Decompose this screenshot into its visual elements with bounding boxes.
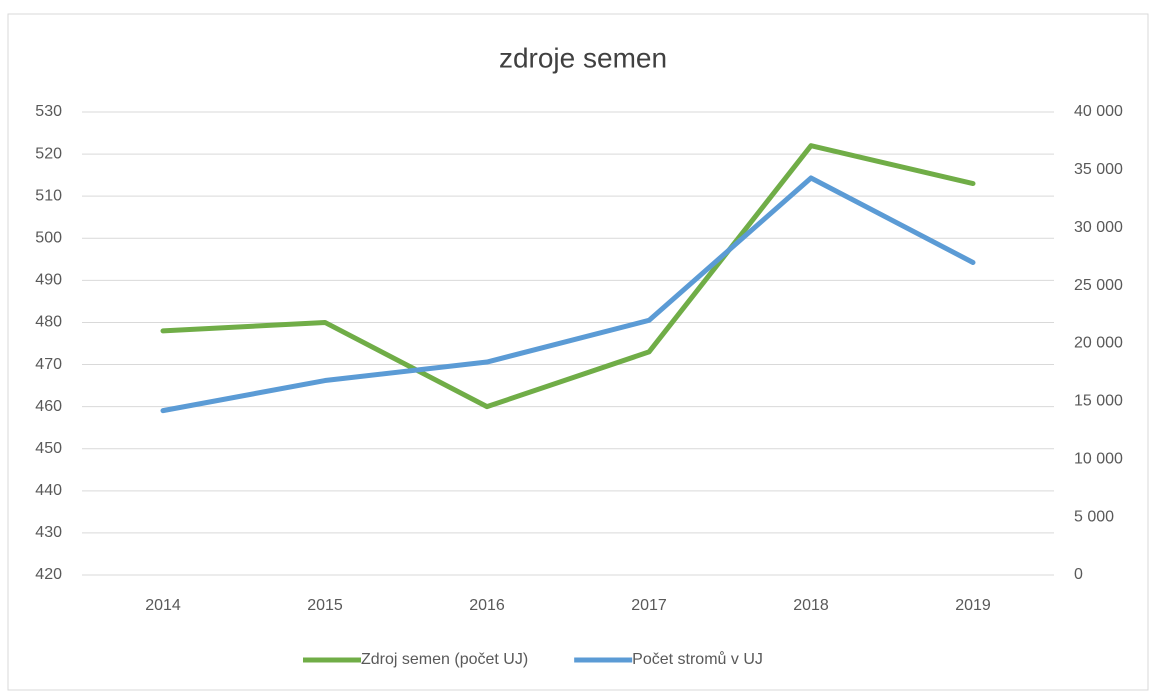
legend-label: Počet stromů v UJ <box>632 650 763 668</box>
y2-tick-label: 30 000 <box>1074 219 1123 236</box>
y-tick-label: 500 <box>35 229 62 246</box>
y2-tick-label: 15 000 <box>1074 393 1123 410</box>
y2-tick-label: 20 000 <box>1074 335 1123 352</box>
y-tick-label: 420 <box>35 566 62 583</box>
y2-tick-label: 10 000 <box>1074 450 1123 467</box>
x-tick-label: 2018 <box>793 597 829 614</box>
y-tick-label: 470 <box>35 356 62 373</box>
y2-tick-label: 40 000 <box>1074 103 1123 120</box>
y2-tick-label: 25 000 <box>1074 277 1123 294</box>
x-tick-label: 2014 <box>145 597 181 614</box>
legend-label: Zdroj semen (počet UJ) <box>361 651 528 668</box>
y-tick-label: 450 <box>35 440 62 457</box>
y-tick-label: 480 <box>35 314 62 331</box>
y-tick-label: 460 <box>35 398 62 415</box>
x-tick-label: 2017 <box>631 597 667 614</box>
y-tick-label: 430 <box>35 524 62 541</box>
x-tick-label: 2015 <box>307 597 343 614</box>
y2-tick-label: 5 000 <box>1074 508 1114 525</box>
chart-title: zdroje semen <box>499 42 667 73</box>
x-tick-label: 2016 <box>469 597 505 614</box>
y-tick-label: 530 <box>35 103 62 120</box>
series-line <box>160 143 976 410</box>
y-tick-label: 510 <box>35 187 62 204</box>
y-tick-label: 440 <box>35 482 62 499</box>
y2-tick-label: 0 <box>1074 566 1083 583</box>
chart-frame <box>7 13 1149 691</box>
y2-tick-label: 35 000 <box>1074 161 1123 178</box>
y-tick-label: 520 <box>35 145 62 162</box>
series-line <box>160 175 976 414</box>
y-tick-label: 490 <box>35 272 62 289</box>
x-tick-label: 2019 <box>955 597 991 614</box>
